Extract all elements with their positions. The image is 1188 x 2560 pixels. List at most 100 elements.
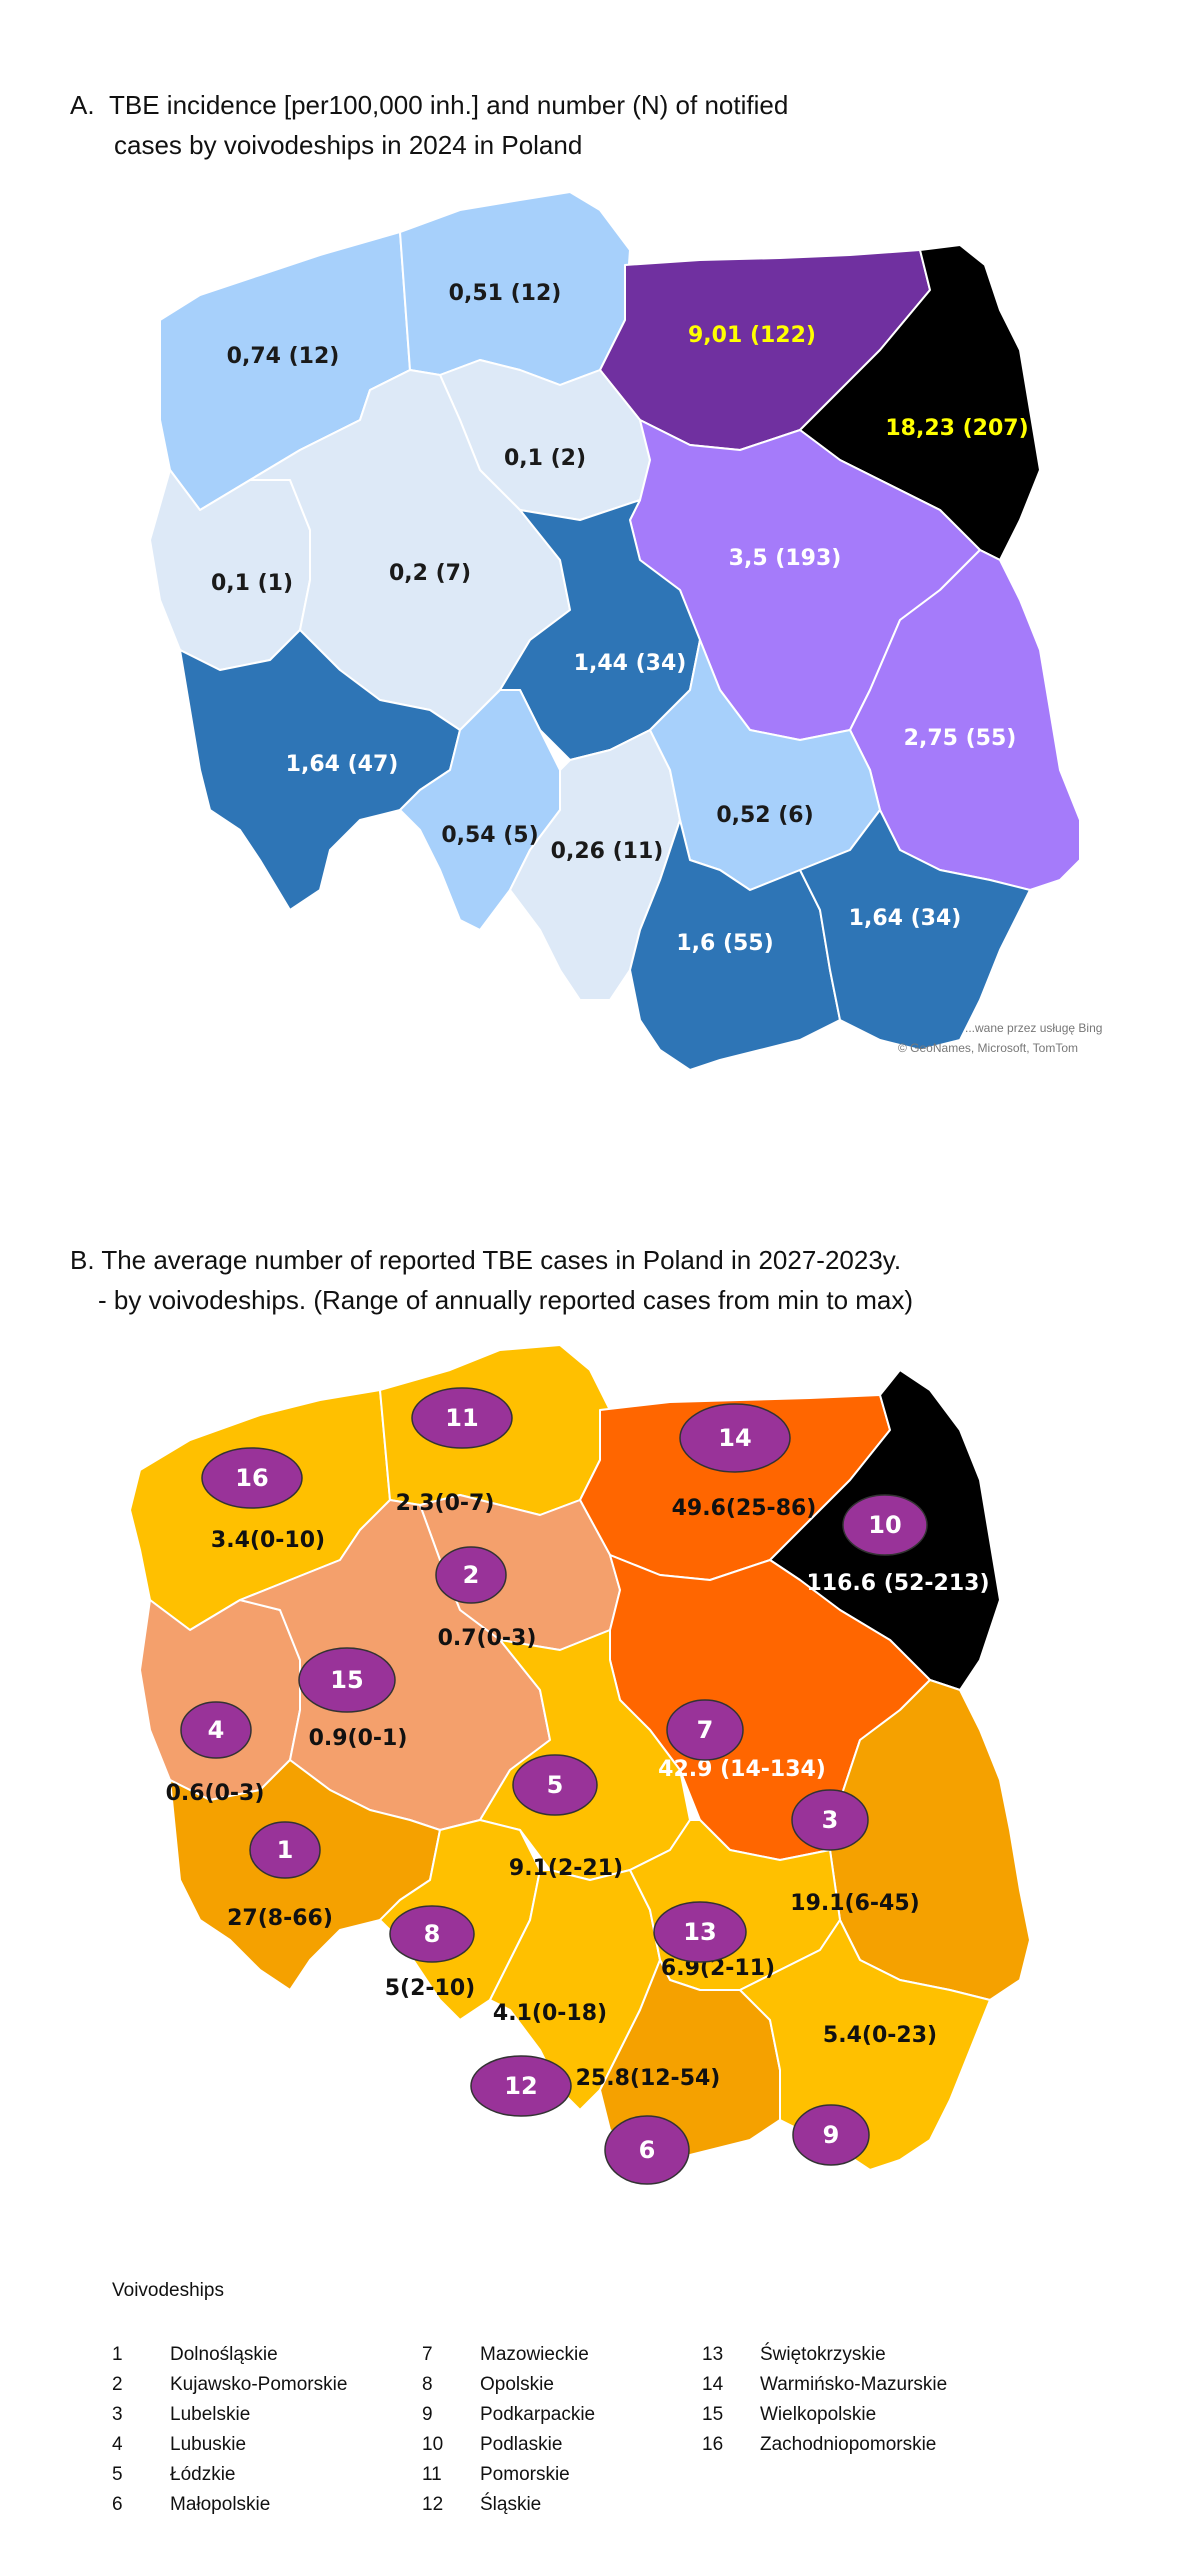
marker-number: 4 (208, 1716, 225, 1744)
region-a-podkarpackie (799, 809, 1031, 1051)
map-b-marker-2: 2 (435, 1546, 507, 1604)
map-b-marker-8: 8 (389, 1905, 475, 1963)
legend-item-number: 5 (112, 2464, 123, 2485)
map-a-label-malopolskie: 1,6 (55) (676, 931, 773, 956)
marker-ellipse (653, 1901, 747, 1963)
legend-item: 12 Śląskie (422, 2490, 595, 2520)
marker-number: 10 (868, 1511, 901, 1539)
legend-item-name: Śląskie (480, 2494, 542, 2515)
map-b-marker-6: 6 (604, 2115, 690, 2185)
map-b-marker-3: 3 (791, 1789, 869, 1851)
map-a-label-lodzkie: 1,44 (34) (574, 651, 687, 676)
marker-number: 13 (683, 1918, 716, 1946)
marker-ellipse (512, 1754, 598, 1816)
panel-a-title-line2: cases by voivodeships in 2024 in Poland (114, 130, 583, 160)
legend-item: 3 Lubelskie (112, 2400, 347, 2430)
map-a: 0,74 (12) 0,51 (12) 9,01 (122) 18,23 (207) 0… (149, 191, 1102, 1071)
map-b-marker-11: 11 (411, 1387, 513, 1449)
legend-item-name: Lubuskie (170, 2434, 247, 2455)
map-b: 27(8-66) 0.7(0-3) 19.1(6-45) 0.6(0-3) 9.1(2-… (129, 1344, 1031, 2185)
legend-item-name: Małopolskie (170, 2494, 271, 2515)
legend-item-name: Pomorskie (480, 2464, 570, 2485)
legend-item-number: 13 (702, 2344, 724, 2365)
legend-item-name: Łódzkie (170, 2464, 236, 2485)
legend-item-number: 7 (422, 2344, 433, 2365)
map-b-label-podlaskie: 116.6 (52-213) (806, 1571, 989, 1596)
map-b-label-kujawsko-pomorskie: 0.7(0-3) (438, 1626, 537, 1651)
marker-ellipse (180, 1701, 252, 1759)
marker-ellipse (666, 1699, 744, 1761)
legend-item-number: 15 (702, 2404, 724, 2425)
legend-item-number: 6 (112, 2494, 123, 2515)
legend-item: 1 Dolnośląskie (112, 2340, 347, 2370)
legend-item-number: 4 (112, 2434, 123, 2455)
legend-item-number: 2 (112, 2374, 123, 2395)
marker-number: 1 (277, 1836, 294, 1864)
region-a-lubuskie (149, 469, 311, 671)
panel-a-title-line1: A. TBE incidence [per100,000 inh.] and n… (70, 90, 789, 120)
marker-ellipse (604, 2115, 690, 2185)
map-b-label-opolskie: 5(2-10) (385, 1976, 475, 2001)
map-a-label-podkarpackie: 1,64 (34) (849, 906, 962, 931)
map-b-marker-10: 10 (842, 1494, 928, 1556)
marker-number: 6 (639, 2136, 656, 2164)
map-credit-line2: © GeoNames, Microsoft, TomTom (898, 1041, 1078, 1055)
marker-ellipse (792, 2104, 870, 2166)
legend-item-number: 10 (422, 2434, 444, 2455)
legend-item: 13 Świętokrzyskie (702, 2340, 947, 2370)
marker-number: 11 (445, 1404, 478, 1432)
legend-item-number: 3 (112, 2404, 123, 2425)
marker-number: 16 (235, 1464, 268, 1492)
map-a-label-kujawsko-pomorskie: 0,1 (2) (504, 446, 586, 471)
map-b-label-podkarpackie: 5.4(0-23) (823, 2023, 937, 2048)
legend-item: 7 Mazowieckie (422, 2340, 595, 2370)
map-b-label-slaskie: 4.1(0-18) (493, 2001, 607, 2026)
legend-item-number: 16 (702, 2434, 724, 2455)
marker-number: 3 (822, 1806, 839, 1834)
marker-ellipse (842, 1494, 928, 1556)
map-b-label-malopolskie: 25.8(12-54) (576, 2066, 721, 2091)
legend-item: 4 Lubuskie (112, 2430, 347, 2460)
map-b-label-dolnoslaskie: 27(8-66) (227, 1906, 333, 1931)
map-a-label-pomorskie: 0,51 (12) (449, 281, 562, 306)
legend-column-1: 1 Dolnośląskie 2 Kujawsko-Pomorskie 3 Lubelsk… (112, 2340, 347, 2520)
legend-item: 2 Kujawsko-Pomorskie (112, 2370, 347, 2400)
legend-item-name: Opolskie (480, 2374, 554, 2395)
panel-b-title-line2: - by voivodeships. (Range of annually re… (98, 1285, 914, 1315)
region-b-lubuskie (139, 1599, 301, 1801)
map-b-marker-7: 7 (666, 1699, 744, 1761)
map-a-label-dolnoslaskie: 1,64 (47) (286, 752, 399, 777)
legend-item-name: Podlaskie (480, 2434, 563, 2455)
map-a-label-slaskie: 0,26 (11) (551, 839, 664, 864)
region-b-podkarpackie (739, 1919, 991, 2171)
map-b-marker-14: 14 (679, 1403, 791, 1473)
legend-item: 16 Zachodniopomorskie (702, 2430, 947, 2460)
map-b-marker-1: 1 (249, 1821, 321, 1879)
map-credit-line1: ...wane przez usługę Bing (965, 1021, 1102, 1035)
map-b-marker-13: 13 (653, 1901, 747, 1963)
legend-column-3: 13 Świętokrzyskie 14 Warmińsko-Mazurskie 15 W… (702, 2340, 947, 2460)
legend-item: 8 Opolskie (422, 2370, 595, 2400)
legend-item-number: 12 (422, 2494, 444, 2515)
map-a-label-wielkopolskie: 0,2 (7) (389, 561, 471, 586)
panel-a-title: A. TBE incidence [per100,000 inh.] and n… (70, 85, 970, 165)
map-b-marker-4: 4 (180, 1701, 252, 1759)
legend-item: 5 Łódzkie (112, 2460, 347, 2490)
map-b-label-lubuskie: 0.6(0-3) (166, 1781, 265, 1806)
map-a-label-mazowieckie: 3,5 (193) (729, 546, 842, 571)
marker-number: 5 (547, 1771, 564, 1799)
legend-item-name: Warmińsko-Mazurskie (760, 2374, 948, 2395)
legend-item-name: Świętokrzyskie (760, 2344, 886, 2365)
legend-item-number: 8 (422, 2374, 433, 2395)
map-b-marker-16: 16 (201, 1447, 303, 1509)
marker-number: 12 (504, 2072, 537, 2100)
marker-number: 7 (697, 1716, 714, 1744)
marker-ellipse (791, 1789, 869, 1851)
legend-item: 11 Pomorskie (422, 2460, 595, 2490)
legend-column-2: 7 Mazowieckie 8 Opolskie 9 Podkarpackie 10 Podl… (422, 2340, 595, 2520)
marker-number: 8 (424, 1920, 441, 1948)
marker-ellipse (411, 1387, 513, 1449)
marker-ellipse (679, 1403, 791, 1473)
legend-item-name: Dolnośląskie (170, 2344, 278, 2365)
map-b-label-lubelskie: 19.1(6-45) (790, 1891, 919, 1916)
